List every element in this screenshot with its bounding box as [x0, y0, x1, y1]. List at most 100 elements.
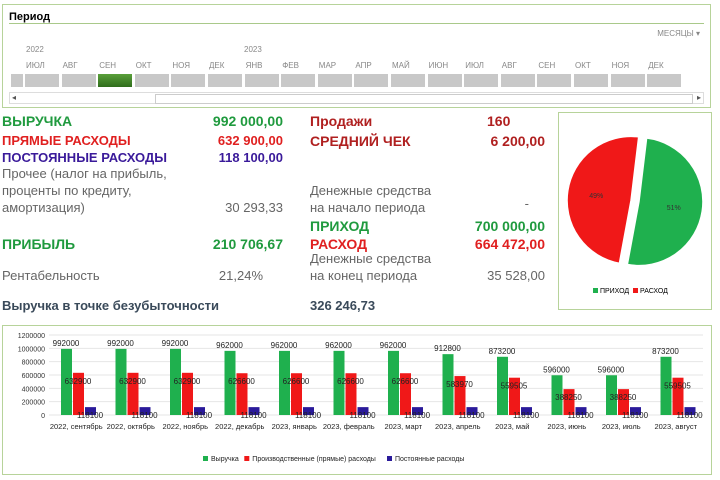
timeline-tile[interactable]	[317, 74, 352, 87]
bar	[333, 350, 345, 415]
bar-data-label: 962000	[380, 341, 407, 350]
profit-value: 210 706,67	[212, 236, 283, 252]
timeline-tile[interactable]	[134, 74, 169, 87]
timeline-scrollbar[interactable]: ◂ ▸	[9, 92, 704, 104]
level-label: МЕСЯЦЫ	[657, 29, 694, 38]
bar	[509, 377, 520, 415]
legend-label: РАСХОД	[640, 288, 668, 295]
month-label: СЕН	[99, 61, 117, 70]
legend-swatch	[387, 456, 392, 461]
bar	[279, 350, 290, 415]
timeline-tile[interactable]	[427, 74, 462, 87]
avg-check-value: 6 200,00	[490, 133, 546, 149]
bar	[672, 377, 684, 415]
bar	[291, 373, 302, 415]
legend-label: Постоянные расходы	[395, 456, 464, 463]
legend-swatch	[633, 288, 639, 293]
divider	[9, 23, 704, 24]
legend-label: Выручка	[211, 456, 239, 463]
bar-data-label: 962000	[271, 341, 298, 350]
bar-data-label: 632900	[174, 377, 201, 386]
timeline-tile[interactable]	[610, 74, 645, 87]
income-value: 700 000,00	[474, 218, 545, 234]
timeline-tile[interactable]	[171, 74, 206, 87]
legend-swatch	[244, 456, 250, 461]
timeline-tile[interactable]	[464, 74, 499, 87]
x-tick-label: 2023, апрель	[435, 422, 481, 431]
timeline-tile[interactable]	[500, 74, 535, 87]
scroll-left-icon[interactable]: ◂	[12, 93, 17, 102]
fixed-costs-value: 118 100,00	[218, 150, 283, 165]
month-label: ОКТ	[575, 61, 591, 70]
bar-data-label: 559505	[664, 382, 691, 391]
cash-start-label: Денежные средства	[310, 183, 432, 198]
expense-label: РАСХОД	[310, 236, 368, 252]
timeline-tile[interactable]	[537, 74, 572, 87]
bar	[73, 372, 84, 415]
bar	[248, 407, 260, 415]
fixed-costs-label: ПОСТОЯННЫЕ РАСХОДЫ	[2, 150, 167, 165]
x-tick-label: 2023, март	[384, 422, 422, 431]
bar-data-label: 596000	[543, 365, 570, 374]
bar-data-label: 583970	[446, 380, 473, 389]
legend-swatch	[203, 456, 208, 461]
year-label: 2023	[244, 45, 262, 54]
bar	[303, 407, 314, 415]
bar	[139, 407, 151, 415]
timeline-tile[interactable]	[391, 74, 425, 87]
bar-data-label: 118100	[131, 411, 158, 420]
y-tick-label: 1200000	[18, 333, 45, 340]
scroll-thumb[interactable]	[155, 94, 693, 104]
y-tick-label: 800000	[22, 360, 45, 367]
bar	[400, 373, 411, 415]
bar-data-label: 873200	[489, 347, 516, 356]
monthly-bar-chart: 0 200000 400000 600000 800000 1000000 1200000 9…	[2, 325, 712, 475]
scroll-right-icon[interactable]: ▸	[696, 93, 701, 102]
timeline-tile[interactable]	[574, 74, 608, 87]
year-label: 2022	[26, 45, 44, 54]
level-dropdown[interactable]: МЕСЯЦЫ ▾	[657, 29, 700, 38]
bar-data-label: 388250	[555, 393, 582, 402]
bar	[115, 348, 127, 415]
bar	[618, 389, 629, 415]
timeline-tile[interactable]	[25, 74, 59, 87]
legend-label: ПРИХОД	[599, 288, 630, 295]
month-label: АВГ	[501, 61, 517, 70]
bar-data-label: 559505	[501, 382, 528, 391]
month-label: ИЮН	[428, 61, 449, 70]
bar	[497, 356, 508, 415]
sales-label: Продажи	[310, 113, 373, 129]
timeline-tile[interactable]	[354, 74, 389, 87]
timeline-tile[interactable]	[281, 74, 316, 87]
pie-data-label: 49%	[589, 193, 603, 200]
bar-data-label: 388250	[610, 393, 637, 402]
bar	[442, 354, 454, 415]
timeline-tile[interactable]	[647, 74, 682, 87]
bar-data-label: 632900	[119, 377, 146, 386]
x-tick-label: 2022, ноябрь	[162, 422, 208, 431]
bar	[170, 348, 181, 415]
bar	[127, 372, 139, 415]
month-label: МАР	[318, 61, 337, 70]
timeline-tile[interactable]	[61, 74, 96, 87]
bar-data-label: 118100	[186, 411, 213, 420]
month-label: СЕН	[538, 61, 556, 70]
bar	[575, 407, 587, 415]
month-label: ДЕК	[648, 61, 664, 70]
bar-data-label: 873200	[652, 347, 679, 356]
y-tick-label: 400000	[22, 386, 45, 393]
timeline-tile[interactable]	[244, 74, 279, 87]
month-label: ФЕВ	[282, 61, 299, 70]
timeline-tile[interactable]	[11, 74, 23, 87]
bar-data-label: 118100	[240, 411, 267, 420]
timeline-tile[interactable]	[98, 74, 133, 87]
revenue-label: ВЫРУЧКА	[2, 113, 73, 129]
x-tick-label: 2023, май	[495, 422, 529, 431]
bar-data-label: 992000	[162, 339, 189, 348]
bar-data-label: 118100	[513, 411, 540, 420]
pie-slice-РАСХОД	[566, 135, 640, 265]
timeline-tile[interactable]	[208, 74, 242, 87]
pie-legend: ПРИХОД РАСХОД	[593, 288, 668, 295]
bar-data-label: 118100	[77, 411, 104, 420]
x-tick-label: 2022, октябрь	[107, 422, 155, 431]
